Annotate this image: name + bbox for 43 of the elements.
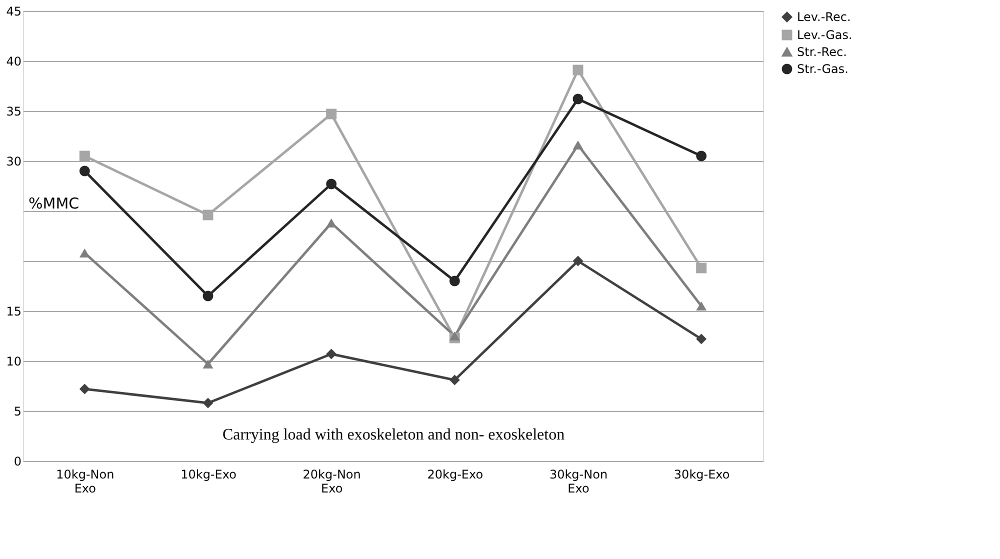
- legend-label: Str.-Gas.: [797, 62, 848, 76]
- y-tick-label: 0: [14, 454, 22, 468]
- y-tick-label: 5: [14, 404, 22, 418]
- point: [572, 94, 584, 104]
- x-tick-label: 30kg-Exo: [674, 468, 730, 482]
- point: [202, 210, 214, 220]
- y-tick-label: 15: [6, 304, 22, 318]
- point: [79, 150, 90, 162]
- point: [202, 359, 214, 369]
- legend-label: Lev.-Gas.: [797, 28, 852, 42]
- y-axis-title: %MMC: [28, 194, 80, 212]
- point: [572, 256, 584, 266]
- point: [572, 140, 584, 150]
- y-tick-label: 35: [6, 104, 22, 118]
- point: [449, 276, 460, 286]
- point: [572, 64, 584, 76]
- point: [326, 218, 337, 228]
- y-tick-label: 10: [6, 354, 22, 368]
- point: [449, 374, 460, 386]
- point: [696, 262, 707, 274]
- point: [79, 248, 90, 258]
- point: [202, 290, 214, 302]
- point: [326, 178, 337, 190]
- legend-label: Lev.-Rec.: [797, 10, 851, 24]
- x-tick-label: 10kg-Exo: [180, 468, 236, 482]
- point: [696, 150, 707, 162]
- point: [326, 108, 337, 120]
- x-tick-label: 30kg-Non Exo: [549, 468, 608, 496]
- x-tick-label: 20kg-Non Exo: [302, 468, 361, 496]
- point: [202, 398, 214, 408]
- point: [79, 166, 90, 176]
- point: [326, 348, 337, 360]
- x-tick-label: 10kg-Non Exo: [56, 468, 114, 496]
- y-tick-label: 40: [6, 54, 22, 68]
- point: [449, 331, 460, 341]
- point: [696, 301, 707, 311]
- y-tick-label: 30: [6, 154, 22, 168]
- y-tick-label: 45: [6, 4, 22, 18]
- point: [696, 334, 707, 344]
- point: [79, 384, 90, 394]
- x-axis-title: Carrying load with exoskeleton and non- exoskeleton: [222, 426, 565, 444]
- x-tick-label: 20kg-Exo: [427, 468, 484, 482]
- legend-label: Str.-Rec.: [797, 45, 847, 59]
